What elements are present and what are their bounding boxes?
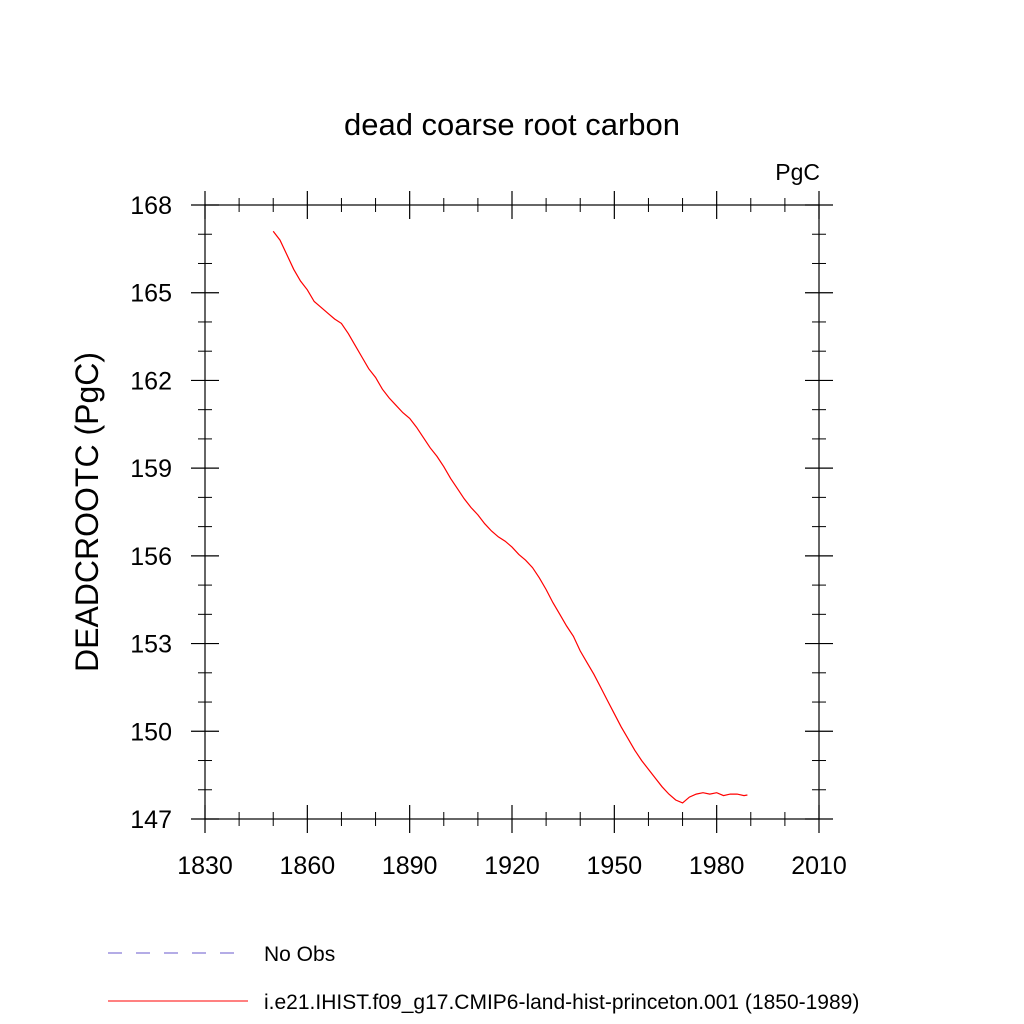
y-tick-label: 162 [130,367,172,395]
x-tick-labels: 1830 1860 1890 1920 1950 1980 2010 [177,852,847,880]
legend-label-princeton: i.e21.IHIST.f09_g17.CMIP6-land-hist-prin… [264,991,859,1014]
x-tick-label: 1890 [382,852,438,880]
x-tick-label: 1950 [587,852,643,880]
y-tick-label: 156 [130,543,172,571]
y-axis-label: DEADCROOTC (PgC) [69,352,105,672]
y-tick-label: 150 [130,718,172,746]
series-line-princeton [272,230,748,804]
y-tick-label: 153 [130,631,172,659]
chart-title: dead coarse root carbon [344,107,680,142]
legend: No Obs i.e21.IHIST.f09_g17.CMIP6-land-hi… [108,943,859,1014]
legend-label-no-obs: No Obs [264,943,335,966]
y-tick-label: 168 [130,192,172,220]
x-tick-label: 1860 [280,852,336,880]
x-tick-label: 1980 [689,852,745,880]
y-tick-label: 147 [130,806,172,834]
x-tick-label: 1920 [484,852,540,880]
axis-ticks [191,191,833,833]
y-tick-labels: 147 150 153 156 159 162 165 168 [130,192,172,834]
plot-frame [204,204,820,820]
units-label: PgC [775,159,820,185]
x-tick-label: 1830 [177,852,233,880]
y-tick-label: 159 [130,455,172,483]
x-tick-label: 2010 [791,852,847,880]
y-tick-label: 165 [130,280,172,308]
